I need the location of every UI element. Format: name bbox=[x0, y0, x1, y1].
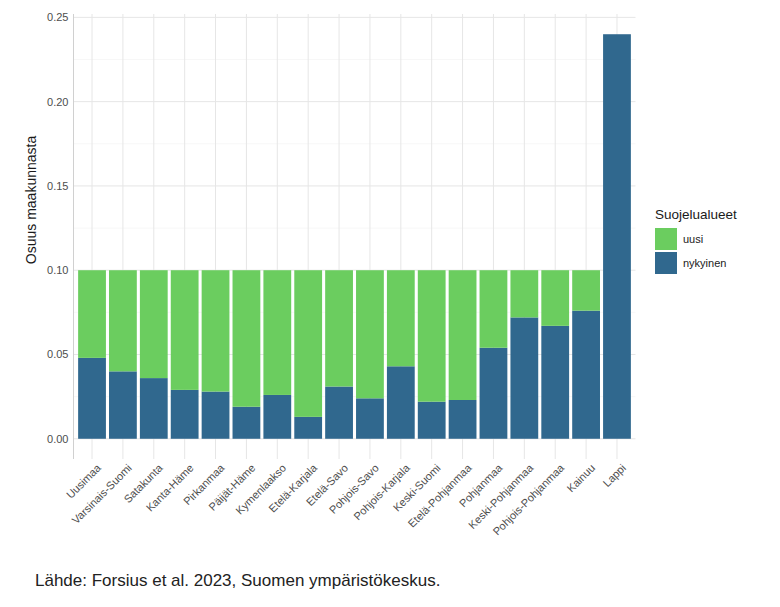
bar-segment bbox=[480, 348, 508, 439]
y-axis-title: Osuus maakunnasta bbox=[23, 136, 39, 265]
bar-segment bbox=[510, 270, 538, 317]
bar-segment bbox=[325, 270, 353, 386]
minor-grid-line bbox=[74, 228, 636, 229]
bar-segment bbox=[202, 392, 230, 439]
y-tick-label: 0.10 bbox=[47, 264, 68, 276]
legend-label: nykyinen bbox=[683, 257, 726, 269]
bar-segment bbox=[510, 317, 538, 438]
bar-segment bbox=[171, 270, 199, 390]
bar-segment bbox=[449, 400, 477, 439]
bar-segment bbox=[233, 407, 261, 439]
bar-segment bbox=[140, 378, 168, 439]
x-tick-label: Kainuu bbox=[564, 462, 597, 495]
y-tick-label: 0.05 bbox=[47, 348, 68, 360]
x-tick-label: Pohjois-Pohjanmaa bbox=[490, 461, 567, 538]
grid-line bbox=[74, 101, 636, 102]
caption: Lähde: Forsius et al. 2023, Suomen ympär… bbox=[35, 571, 440, 590]
grid-line bbox=[74, 185, 636, 186]
bar-segment bbox=[603, 34, 631, 35]
legend-key bbox=[655, 252, 677, 274]
bar-segment bbox=[572, 270, 600, 310]
bar-segment bbox=[294, 270, 322, 417]
legend-key bbox=[655, 228, 677, 250]
bar-segment bbox=[140, 270, 168, 378]
minor-grid-line bbox=[74, 143, 636, 144]
legend-title: Suojelualueet bbox=[655, 207, 737, 222]
bar-segment bbox=[294, 417, 322, 439]
bar-segment bbox=[263, 270, 291, 395]
bar-segment bbox=[418, 402, 446, 439]
y-tick-label: 0.15 bbox=[47, 180, 68, 192]
bar-segment bbox=[449, 270, 477, 400]
minor-grid-line bbox=[74, 59, 636, 60]
bar-segment bbox=[387, 366, 415, 438]
y-tick-label: 0.25 bbox=[47, 11, 68, 23]
bar-segment bbox=[263, 395, 291, 439]
bar-segment bbox=[325, 387, 353, 439]
y-tick-label: 0.00 bbox=[47, 433, 68, 445]
bar-segment bbox=[572, 311, 600, 439]
background bbox=[0, 0, 780, 607]
bar-segment bbox=[603, 34, 631, 439]
bar-segment bbox=[541, 270, 569, 326]
bar-segment bbox=[387, 270, 415, 366]
bar-segment bbox=[171, 390, 199, 439]
bar-segment bbox=[541, 326, 569, 439]
chart: 0.000.050.100.150.200.25UusimaaVarsinais… bbox=[0, 0, 780, 607]
legend-label: uusi bbox=[683, 233, 703, 245]
grid bbox=[74, 14, 636, 459]
x-tick-label: Lappi bbox=[601, 462, 629, 490]
bar-segment bbox=[233, 270, 261, 407]
bar-segment bbox=[109, 371, 137, 438]
bar-segment bbox=[78, 358, 106, 439]
bar-segment bbox=[418, 270, 446, 401]
bar-segment bbox=[356, 398, 384, 438]
grid-line bbox=[74, 17, 636, 18]
bar-segment bbox=[480, 270, 508, 348]
bar-segment bbox=[78, 270, 106, 358]
y-axis-line bbox=[73, 14, 74, 459]
bar-segment bbox=[202, 270, 230, 391]
bars bbox=[78, 34, 631, 439]
bar-segment bbox=[356, 270, 384, 398]
y-tick-label: 0.20 bbox=[47, 96, 68, 108]
bar-segment bbox=[109, 270, 137, 371]
